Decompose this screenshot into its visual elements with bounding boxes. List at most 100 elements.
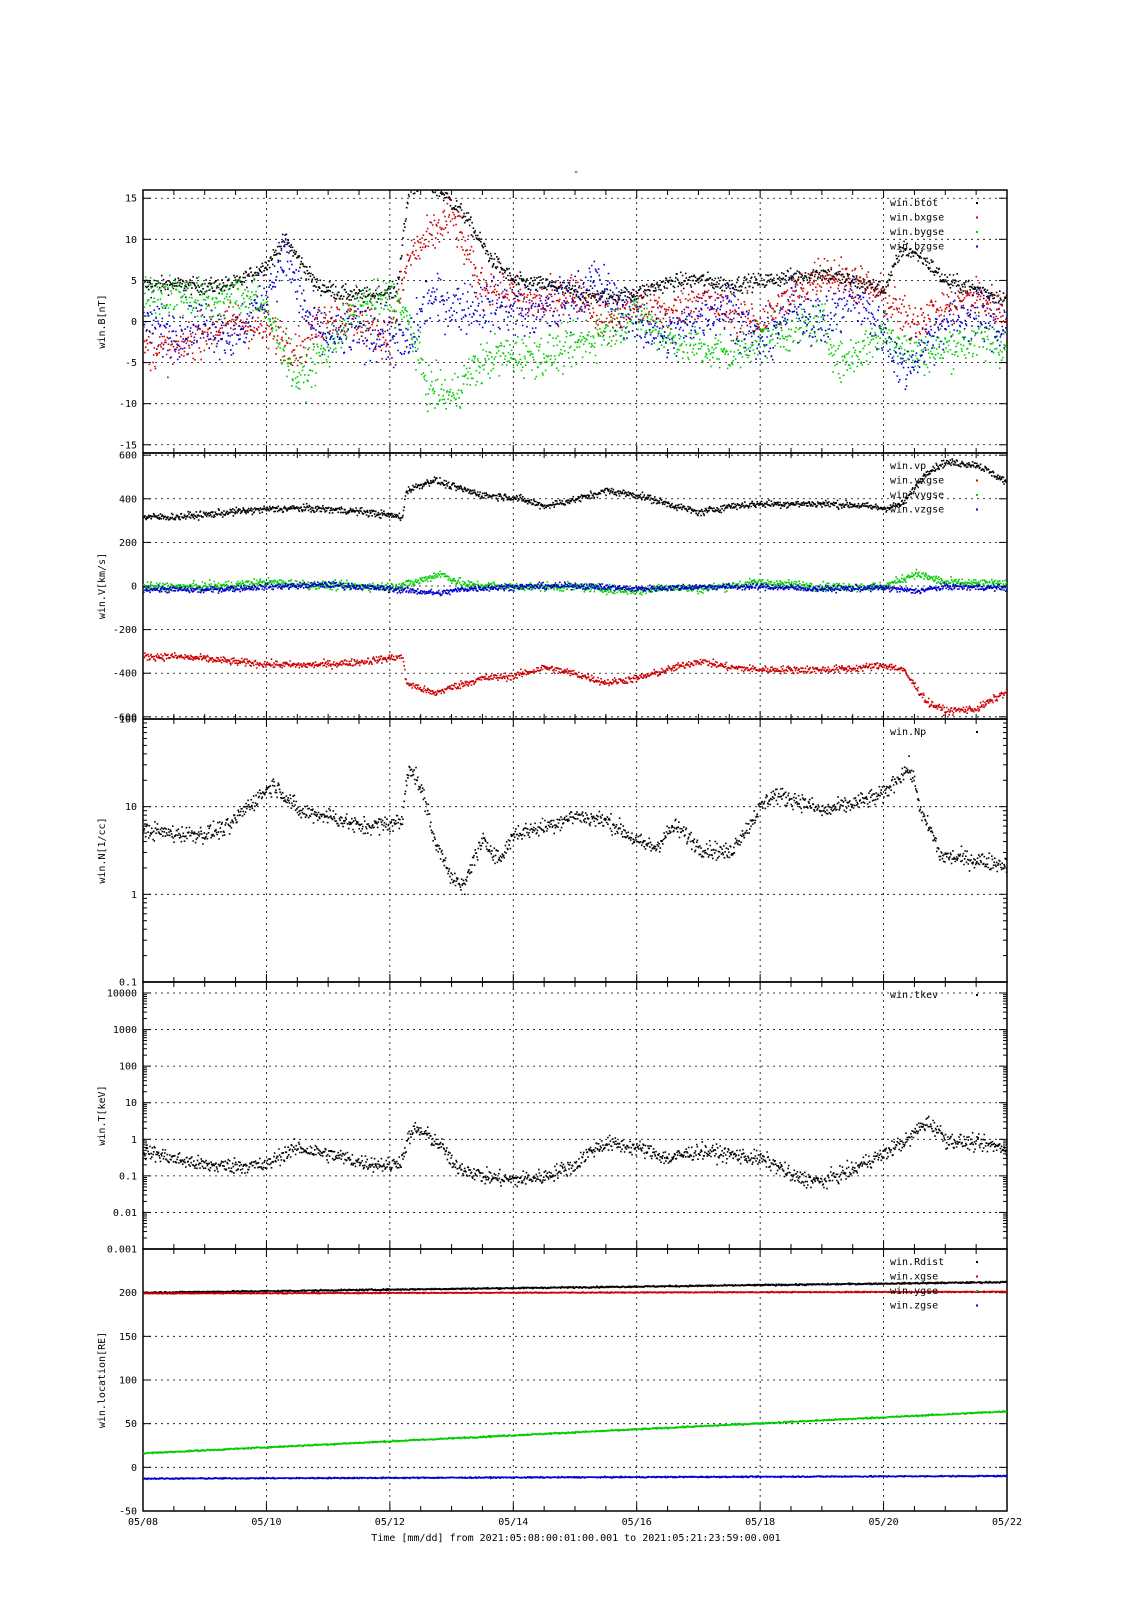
legend-marker — [976, 1304, 978, 1307]
x-tick-label: 05/18 — [745, 1517, 775, 1528]
y-tick-label: 1 — [131, 1135, 137, 1146]
x-tick-label: 05/10 — [251, 1517, 281, 1528]
y-tick-label: 200 — [119, 538, 137, 549]
legend-marker — [976, 1275, 978, 1278]
legend-marker — [976, 465, 978, 467]
series-win.vzgse — [143, 580, 1007, 597]
legend-marker — [976, 494, 978, 496]
y-tick-label: -50 — [119, 1507, 137, 1518]
series-win.tkev — [143, 1115, 1007, 1190]
series-win.xgse — [143, 1290, 1007, 1295]
legend-entry: win.vxgse — [890, 476, 944, 487]
legend-entry: win.vzgse — [890, 505, 944, 516]
legend-marker — [976, 508, 978, 511]
y-tick-label: 5 — [131, 276, 137, 287]
legend-marker — [976, 994, 978, 996]
y-tick-label: -5 — [125, 358, 137, 369]
y-tick-label: 10000 — [107, 989, 137, 1000]
y-tick-label: 0 — [131, 1463, 137, 1474]
legend-entry: win.bxgse — [890, 213, 944, 224]
series-points — [143, 568, 1007, 596]
series-win.vp — [143, 458, 1007, 522]
legend-entry: win.Rdist — [890, 1257, 944, 1268]
series-points — [143, 238, 1007, 390]
y-tick-label: -15 — [119, 440, 137, 451]
panel-B: -15 -10 -5 0 5 10 15 win.B[nT] win.btot win.bxgse… — [97, 189, 1008, 454]
panel-T: 0.001 0.01 0.1 1 10 100 1000 10000 win.T[keV] win… — [97, 981, 1008, 1256]
legend-entry: win.tkev — [890, 990, 938, 1001]
legend-entry: win.bzgse — [890, 242, 944, 253]
y-tick-label: 1000 — [113, 1025, 137, 1036]
x-tick-label: 05/22 — [992, 1517, 1022, 1528]
y-tick-label: -10 — [119, 399, 137, 410]
y-tick-label: -600 — [113, 712, 137, 723]
legend-marker — [976, 479, 978, 482]
y-tick-label: 10 — [125, 802, 137, 813]
series-points — [143, 755, 1007, 896]
series-win.vygse — [143, 568, 1007, 596]
legend-entry: win.xgse — [890, 1272, 938, 1283]
x-tick-label: 05/08 — [128, 1517, 158, 1528]
series-win.ygse — [143, 1410, 1007, 1455]
y-tick-label: 50 — [125, 1419, 137, 1430]
y-tick-label: 10 — [125, 1098, 137, 1109]
series-win.Np — [143, 755, 1007, 896]
legend-marker — [976, 231, 978, 233]
y-tick-label: 100 — [119, 1376, 137, 1387]
legend-entry: win.bygse — [890, 227, 944, 238]
series-points — [143, 1280, 1007, 1295]
legend-entry: win.vygse — [890, 490, 944, 501]
panel-frame — [142, 981, 1008, 1250]
legend-entry: win.btot — [890, 198, 938, 209]
series-win.Rdist — [143, 1280, 1007, 1295]
page-title: - — [573, 165, 580, 178]
series-points — [143, 1290, 1007, 1295]
y-tick-label: 100 — [119, 715, 137, 726]
y-axis-label: win.N[1/cc] — [97, 817, 108, 883]
series-points — [143, 458, 1007, 522]
panel-frame — [142, 718, 1008, 983]
x-axis-label: Time [mm/dd] from 2021:05:08:00:01:00.00… — [371, 1533, 780, 1544]
legend-marker — [976, 216, 978, 219]
legend-entry: win.zgse — [890, 1301, 938, 1312]
y-tick-label: -400 — [113, 669, 137, 680]
series-points — [143, 190, 1007, 307]
y-tick-label: 600 — [119, 451, 137, 462]
series-win.zgse — [143, 1474, 1007, 1481]
y-tick-label: 200 — [119, 1288, 137, 1299]
series-win.vxgse — [143, 652, 1007, 717]
legend-marker — [976, 1290, 978, 1292]
y-axis-label: win.B[nT] — [97, 294, 108, 348]
series-points — [143, 580, 1007, 597]
legend-entry: win.vp — [890, 461, 926, 472]
series-win.btot — [143, 190, 1007, 307]
y-tick-label: 10 — [125, 235, 137, 246]
panel-N: 0.1 1 10 100 win.N[1/cc] win.Np — [97, 715, 1008, 989]
legend-marker — [976, 731, 978, 733]
y-axis-label: win.V[km/s] — [97, 553, 108, 619]
legend-entry: win.Np — [890, 727, 926, 738]
legend-entry: win.ygse — [890, 1286, 938, 1297]
series-points — [143, 652, 1007, 717]
y-tick-label: 0.1 — [119, 1171, 137, 1182]
x-tick-label: 05/16 — [622, 1517, 652, 1528]
y-tick-label: 0 — [131, 582, 137, 593]
y-tick-label: -200 — [113, 625, 137, 636]
legend-marker — [976, 202, 978, 204]
y-tick-label: 0 — [131, 317, 137, 328]
y-tick-label: 0.01 — [113, 1208, 137, 1219]
y-tick-label: 15 — [125, 194, 137, 205]
panel-V: -600 -400 -200 0 200 400 600 win.V[km/s] win.vp w… — [97, 451, 1008, 723]
y-tick-label: 400 — [119, 494, 137, 505]
x-tick-label: 05/14 — [498, 1517, 528, 1528]
series-points — [143, 1410, 1007, 1455]
legend-marker — [976, 245, 978, 248]
series-points — [143, 1115, 1007, 1190]
y-tick-label: 0.001 — [107, 1245, 137, 1256]
x-tick-label: 05/20 — [869, 1517, 899, 1528]
series-points — [143, 1474, 1007, 1481]
x-tick-label: 05/12 — [375, 1517, 405, 1528]
y-tick-label: 0.1 — [119, 978, 137, 989]
